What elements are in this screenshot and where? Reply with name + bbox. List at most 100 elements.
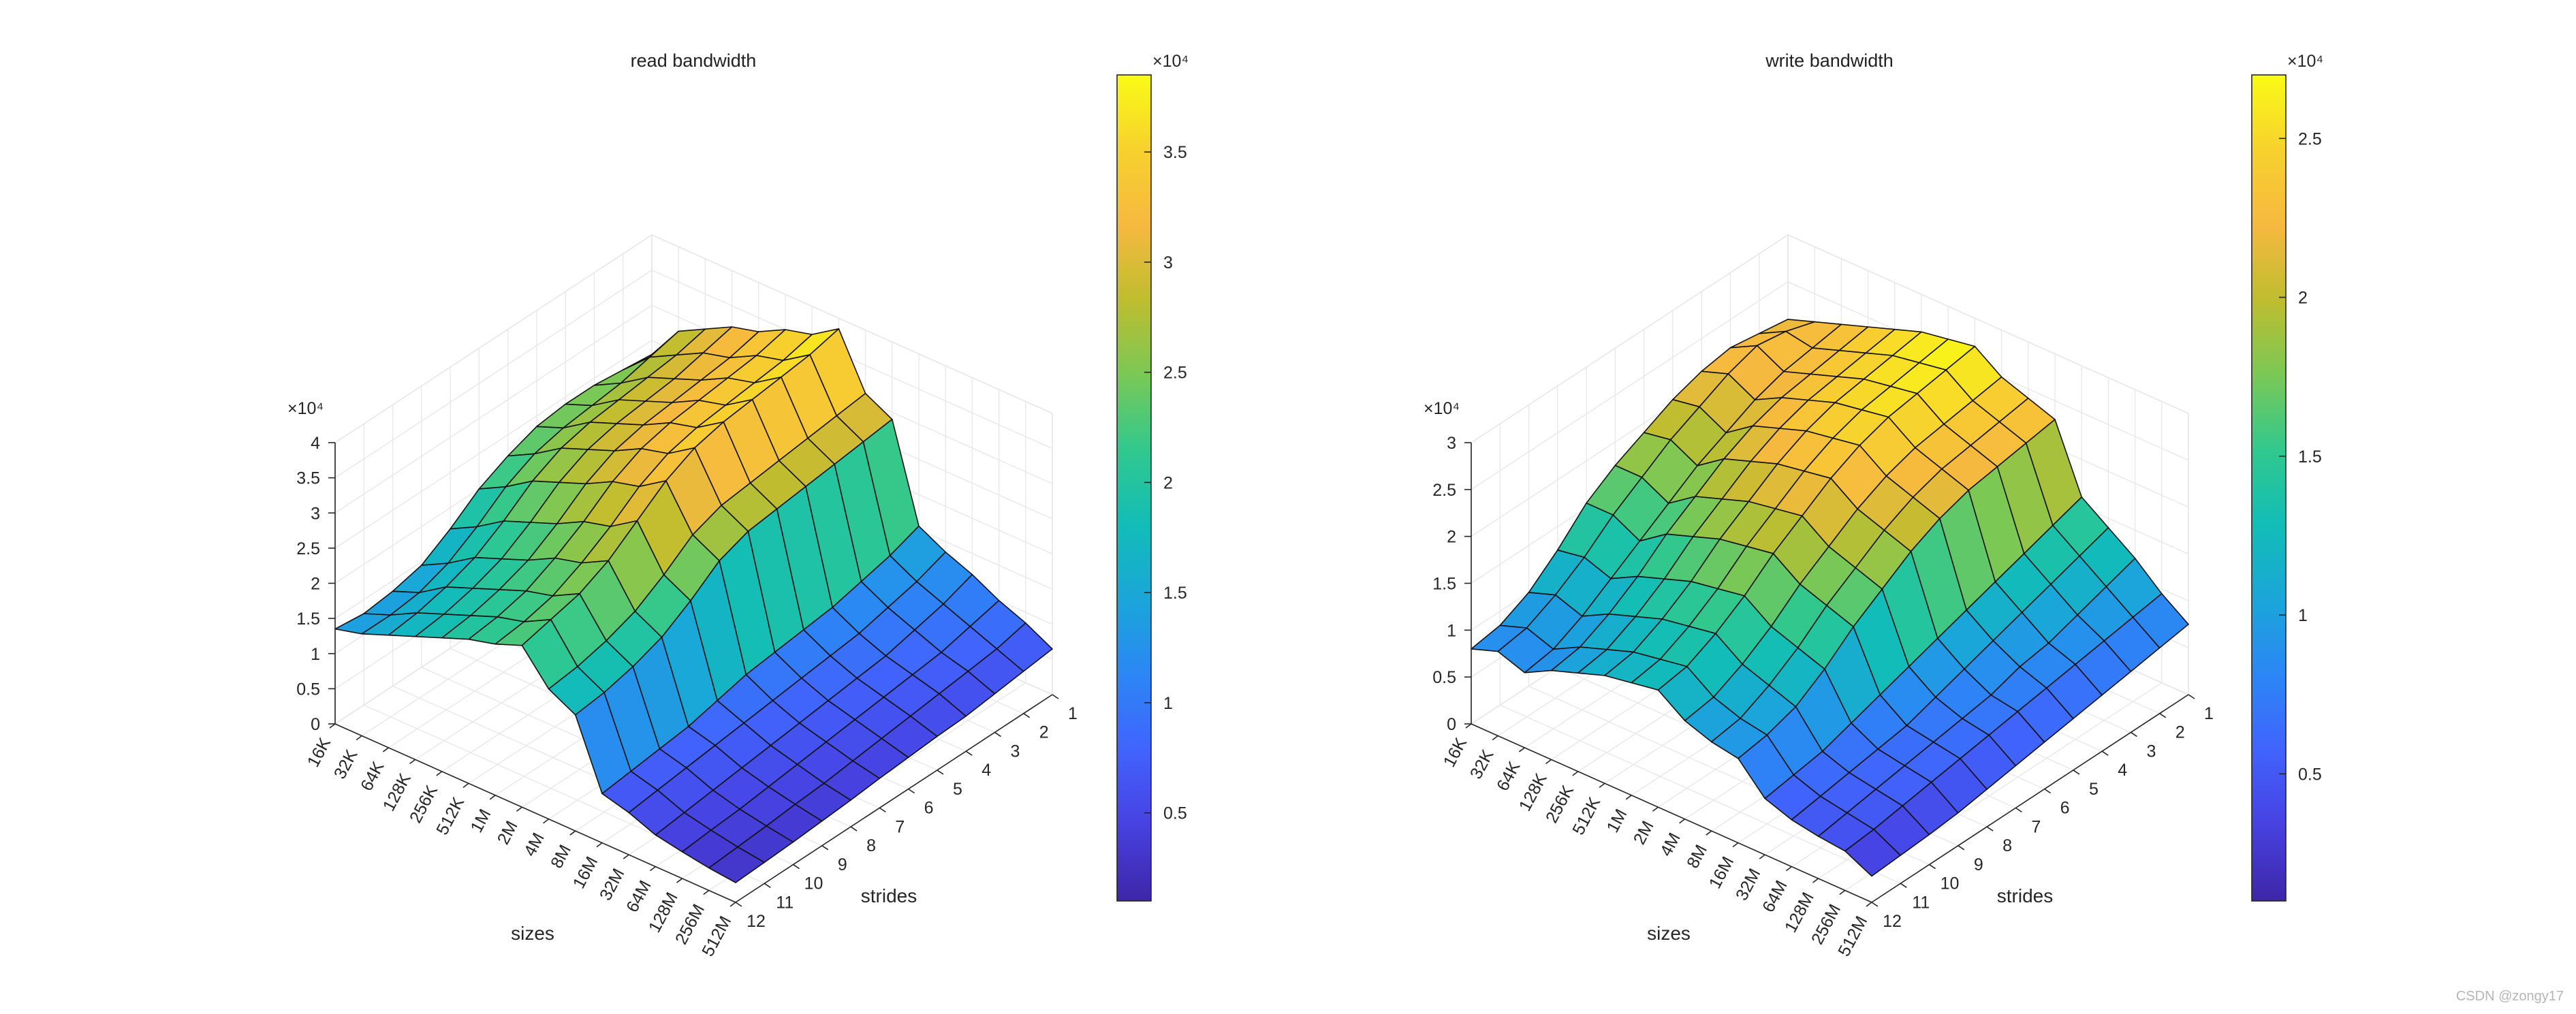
stride-tick-mark (937, 770, 944, 775)
wall-grid-z (334, 304, 1053, 513)
stride-tick-mark (1900, 883, 1907, 888)
z-exponent-label: ×10⁴ (1424, 399, 1460, 418)
colorbar-tick-label: 3 (1163, 253, 1173, 272)
panel-1-surface (334, 326, 1053, 883)
stride-axis-line (1871, 694, 2189, 903)
stride-tick-mark (2101, 750, 2109, 756)
size-tick-label: 16K (304, 734, 335, 770)
z-tick-label: 0 (1447, 715, 1456, 734)
size-tick-label: 32K (1466, 746, 1498, 782)
colorbar-exponent-label: ×10⁴ (1152, 52, 1189, 71)
size-tick-label: 16M (1706, 853, 1738, 891)
size-tick-mark (1465, 723, 1472, 729)
stride-tick-label: 4 (981, 761, 991, 780)
z-tick-label: 2 (1447, 528, 1456, 547)
stride-tick-mark (2073, 770, 2080, 775)
stride-tick-label: 10 (804, 874, 823, 893)
stride-tick-mark (1052, 694, 1059, 699)
size-tick-label: 16M (569, 853, 602, 891)
size-tick-mark (596, 842, 603, 848)
size-tick-mark (1759, 854, 1765, 859)
z-tick-label: 1.5 (1432, 575, 1456, 594)
surface-patch (2132, 592, 2189, 649)
size-tick-label: 256K (406, 782, 441, 826)
z-tick-label: 4 (311, 434, 320, 453)
size-tick-mark (703, 889, 710, 896)
z-tick-label: 2 (311, 575, 320, 594)
size-tick-mark (1866, 902, 1872, 907)
stride-tick-mark (1871, 902, 1879, 907)
stride-tick-label: 6 (924, 799, 934, 818)
z-tick-label: 3 (1447, 434, 1456, 453)
size-tick-mark (729, 902, 736, 907)
stride-tick-mark (821, 845, 829, 851)
chart-title: read bandwidth (631, 50, 757, 71)
stride-tick-label: 1 (2204, 704, 2214, 723)
colorbar (2251, 74, 2287, 902)
stride-tick-mark (1929, 864, 1936, 870)
z-tick-label: 1.5 (296, 609, 320, 629)
size-tick-mark (1839, 889, 1846, 896)
size-tick-label: 32M (596, 866, 629, 904)
stride-tick-mark (735, 902, 742, 907)
size-tick-label: 256K (1542, 782, 1577, 826)
size-tick-label: 64M (623, 877, 655, 915)
wall-grid-z (334, 340, 1053, 549)
size-tick-label: 128K (379, 770, 415, 814)
colorbar-tick-label: 1 (2298, 606, 2308, 625)
wall-grid-z (334, 234, 1053, 443)
size-tick-label: 64K (357, 758, 388, 794)
size-tick-mark (436, 771, 443, 776)
size-tick-label: 512M (1834, 913, 1871, 960)
colorbar-tick-label: 2 (2298, 289, 2308, 308)
z-tick-label: 3 (311, 504, 320, 523)
z-tick-label: 3.5 (296, 469, 320, 488)
stride-tick-label: 9 (838, 855, 847, 874)
stride-tick-mark (2188, 694, 2195, 699)
colorbar-tick-label: 0.5 (1163, 804, 1187, 823)
size-axis-line (334, 723, 736, 903)
stride-tick-label: 2 (2176, 723, 2185, 742)
colorbar-tick-label: 3.5 (1163, 143, 1187, 162)
stride-tick-label: 11 (776, 893, 794, 912)
panel-2-surface (1471, 319, 2189, 877)
stride-tick-label: 11 (1912, 893, 1930, 912)
surface-patch (996, 622, 1053, 672)
watermark: CSDN @zongy17 (2455, 989, 2564, 1004)
stride-tick-mark (1958, 845, 1965, 851)
colorbar (1116, 74, 1152, 902)
stride-tick-label: 1 (1068, 704, 1078, 723)
size-tick-mark (409, 759, 416, 765)
size-tick-mark (1679, 819, 1686, 824)
size-tick-label: 64M (1759, 877, 1791, 915)
size-tick-label: 4M (1656, 829, 1684, 859)
stride-tick-label: 8 (2002, 836, 2012, 855)
size-tick-label: 512K (1569, 794, 1604, 838)
colorbar-tick-label: 0.5 (2298, 765, 2322, 784)
size-tick-label: 8M (1683, 842, 1711, 872)
size-tick-label: 512M (698, 913, 735, 960)
stride-tick-label: 6 (2060, 799, 2070, 818)
size-axis-label: sizes (511, 923, 554, 944)
stride-tick-label: 9 (1974, 855, 1983, 874)
stride-tick-mark (2159, 713, 2167, 718)
stride-tick-label: 12 (747, 912, 766, 931)
size-tick-mark (1812, 878, 1819, 883)
stride-tick-mark (965, 750, 973, 756)
size-tick-label: 32K (330, 746, 362, 782)
z-tick-label: 1 (1447, 621, 1456, 640)
colorbar-tick-label: 2.5 (2298, 129, 2322, 148)
colorbar-tick-label: 1.5 (1163, 584, 1187, 603)
stride-axis-label: strides (861, 885, 917, 906)
size-tick-mark (489, 795, 496, 800)
stride-tick-mark (764, 883, 771, 888)
size-tick-mark (382, 747, 389, 752)
size-tick-label: 1M (1603, 806, 1631, 836)
stride-tick-label: 3 (2147, 742, 2156, 761)
size-tick-label: 16K (1440, 734, 1471, 770)
wall-grid-z (1471, 281, 2189, 490)
size-tick-label: 1M (467, 806, 494, 836)
size-tick-mark (1518, 747, 1525, 752)
floor-grid-stride (1499, 704, 1901, 884)
